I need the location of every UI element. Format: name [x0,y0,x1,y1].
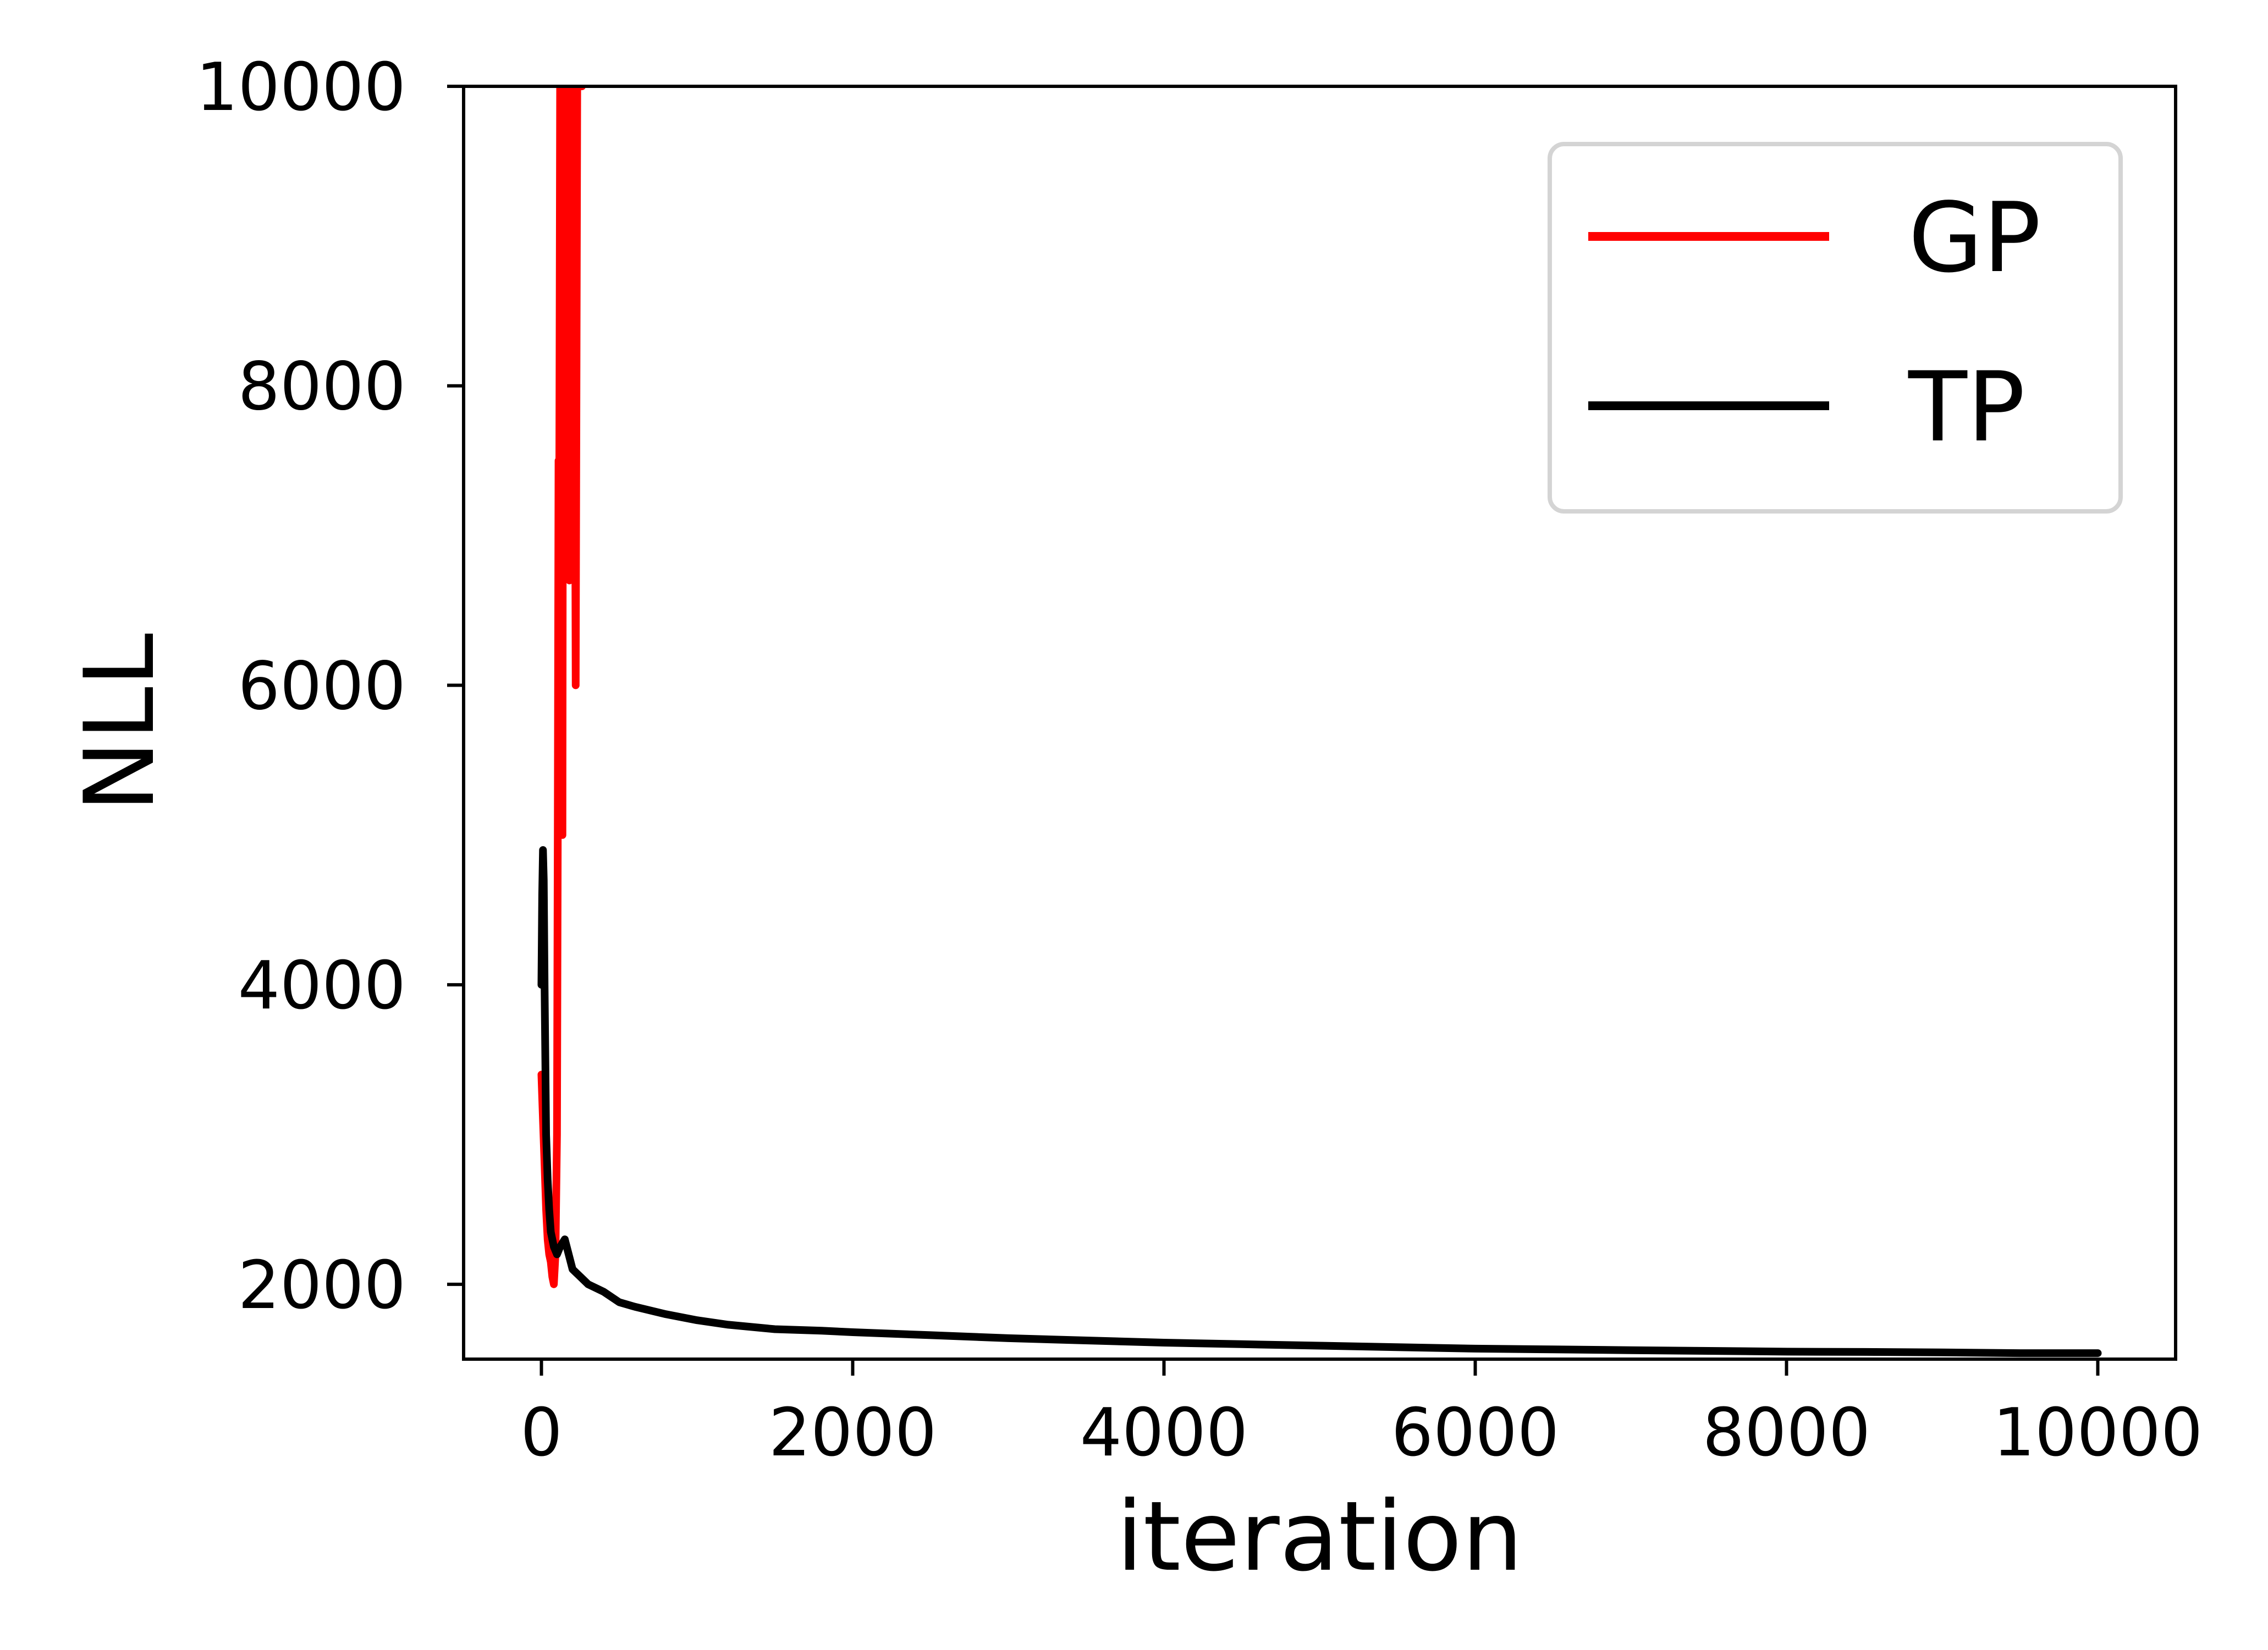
y-axis: 2000 4000 6000 8000 10000 [196,49,464,1324]
y-axis-label: NLL [64,633,176,813]
y-tick-label: 10000 [196,49,406,126]
x-axis-label: iteration [1116,1481,1523,1593]
legend-label-tp: TP [1908,352,2025,463]
y-tick-label: 6000 [238,648,406,725]
x-tick-label: 8000 [1703,1395,1870,1471]
series-line-tp [537,846,2102,1357]
series-line-gp [537,86,586,1288]
x-tick-label: 0 [520,1395,562,1471]
y-tick-label: 8000 [238,349,406,426]
legend: GP TP [1548,142,2123,514]
x-tick-label: 6000 [1391,1395,1559,1471]
y-tick-label: 4000 [238,948,406,1024]
x-tick-label: 10000 [1993,1395,2203,1471]
plot-frame [462,85,2177,1361]
x-tick-label: 4000 [1080,1395,1248,1471]
series-layer [537,86,2102,1357]
x-axis: 0 2000 4000 6000 8000 10000 [520,1359,2203,1471]
y-tick-label: 2000 [238,1248,406,1324]
x-tick-label: 2000 [769,1395,937,1471]
legend-label-gp: GP [1908,183,2041,294]
